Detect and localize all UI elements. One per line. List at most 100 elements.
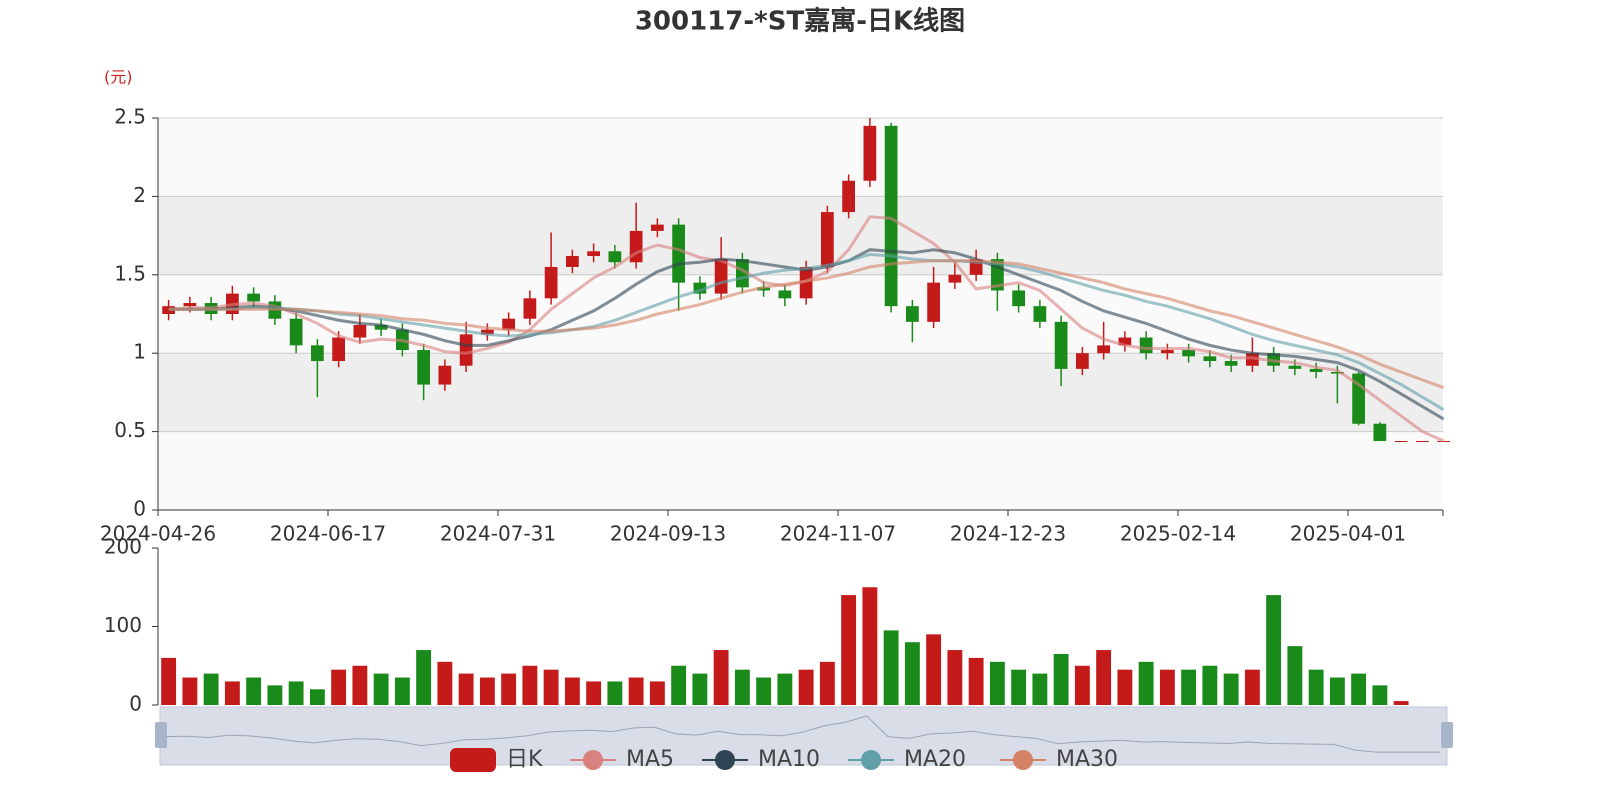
volume-bar — [968, 657, 984, 705]
volume-bar — [1202, 665, 1218, 705]
candle-body — [353, 324, 367, 338]
volume-bar — [926, 634, 942, 705]
y-unit: (元) — [104, 68, 133, 87]
volume-bar — [288, 681, 304, 705]
candle-body — [1288, 365, 1302, 369]
candle-body — [587, 251, 600, 256]
volume-tick-label: 100 — [104, 613, 142, 637]
x-tick-label: 2024-07-31 — [440, 522, 556, 546]
volume-bar — [501, 673, 517, 705]
volume-bar — [586, 681, 602, 705]
volume-bar — [309, 689, 325, 705]
candle-body — [1182, 350, 1195, 357]
zoom-handle[interactable] — [155, 722, 167, 748]
volume-bar — [777, 673, 793, 705]
y-tick-label: 2.5 — [114, 105, 146, 129]
legend-label: MA10 — [758, 747, 820, 772]
candle-body — [502, 318, 515, 330]
legend-item[interactable]: MA10 — [702, 747, 820, 772]
candle-body — [1054, 321, 1068, 369]
volume-bar — [628, 677, 644, 705]
volume-bar — [1096, 650, 1112, 705]
candle-body — [1437, 441, 1450, 443]
volume-bar — [182, 677, 198, 705]
candle-body — [1012, 290, 1025, 307]
legend-label: MA20 — [904, 747, 966, 772]
candle-body — [672, 224, 685, 283]
volume-bar — [394, 677, 410, 705]
volume-bar — [692, 673, 708, 705]
candle-body — [247, 293, 260, 302]
candle-body — [1224, 361, 1238, 366]
candle-body — [927, 282, 940, 322]
legend-label: MA30 — [1056, 747, 1118, 772]
legend-swatch — [1013, 750, 1033, 770]
volume-bar — [883, 630, 899, 705]
candle-body — [884, 125, 898, 307]
ma-line — [168, 248, 1445, 421]
volume-bar — [416, 650, 432, 705]
x-tick-label: 2024-11-07 — [780, 522, 896, 546]
candle-body — [1203, 356, 1217, 362]
volume-bar — [1117, 669, 1133, 705]
candle-body — [1161, 350, 1174, 354]
volume-bar — [267, 685, 283, 705]
volume-bar — [1138, 661, 1154, 705]
volume-bar — [862, 587, 878, 705]
volume-bar — [246, 677, 262, 705]
chart-title: 300117-*ST嘉寓-日K线图 — [635, 6, 965, 37]
volume-bar — [1053, 653, 1069, 705]
y-tick-label: 1.5 — [114, 261, 146, 285]
volume-bar — [1223, 673, 1239, 705]
candle-body — [523, 298, 537, 319]
candle-body — [1033, 306, 1047, 322]
y-tick-label: 0 — [133, 497, 146, 521]
volume-bar — [607, 681, 623, 705]
legend-item[interactable]: MA30 — [1000, 747, 1118, 772]
volume-bar — [331, 669, 347, 705]
legend-swatch — [450, 748, 496, 772]
volume-bar — [1159, 669, 1175, 705]
volume-bar — [1329, 677, 1345, 705]
volume-bar — [1011, 669, 1027, 705]
zoom-overview — [165, 715, 1440, 753]
volume-bar — [1074, 665, 1090, 705]
y-tick-label: 2 — [133, 183, 146, 207]
volume-bar — [1308, 669, 1324, 705]
zoom-handle[interactable] — [1441, 722, 1453, 748]
candle-body — [1139, 337, 1153, 354]
grid-band — [158, 196, 1443, 275]
volume-bar — [671, 665, 687, 705]
volume-bar — [1393, 701, 1409, 705]
volume-bar — [352, 665, 368, 705]
volume-bar — [1032, 673, 1048, 705]
legend-item[interactable]: 日K — [450, 747, 543, 772]
candle-body — [1394, 441, 1408, 443]
candle-body — [289, 318, 303, 346]
legend-swatch — [583, 750, 603, 770]
candle-body — [799, 266, 813, 299]
candle-body — [544, 266, 558, 299]
legend-item[interactable]: MA20 — [848, 747, 966, 772]
volume-bar — [947, 650, 963, 705]
volume-bar — [522, 665, 538, 705]
volume-bar — [904, 642, 920, 705]
candle-body — [757, 287, 770, 291]
candle-body — [1076, 353, 1089, 369]
volume-bar — [649, 681, 665, 705]
candle-body — [1373, 423, 1387, 442]
candle-body — [1097, 345, 1110, 354]
candle-body — [481, 329, 494, 335]
data-zoom[interactable] — [155, 706, 1453, 766]
zoom-track[interactable] — [159, 706, 1448, 766]
legend-item[interactable]: MA5 — [570, 747, 674, 772]
ma-line — [168, 259, 1445, 390]
volume-bar — [224, 681, 240, 705]
legend-swatch — [715, 750, 735, 770]
volume-bar — [734, 669, 750, 705]
candle-body — [459, 334, 473, 366]
candle-body — [332, 337, 345, 362]
candle-body — [1246, 353, 1259, 366]
